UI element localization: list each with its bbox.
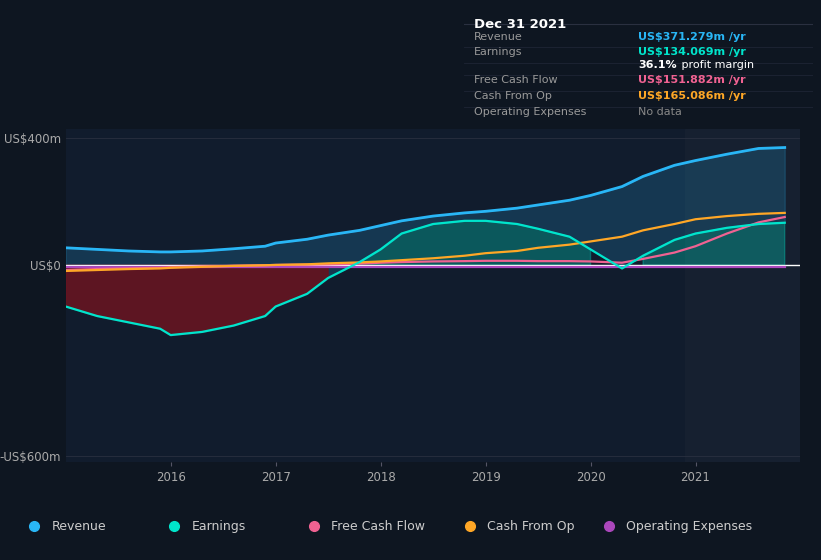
Bar	[685, 129, 800, 462]
Text: Earnings: Earnings	[191, 520, 245, 533]
Text: 36.1%: 36.1%	[639, 60, 677, 70]
Text: US$134.069m /yr: US$134.069m /yr	[639, 48, 746, 57]
Text: Revenue: Revenue	[52, 520, 107, 533]
Text: Operating Expenses: Operating Expenses	[475, 108, 587, 118]
Text: Operating Expenses: Operating Expenses	[626, 520, 753, 533]
Text: Revenue: Revenue	[475, 32, 523, 42]
Text: profit margin: profit margin	[678, 60, 754, 70]
Text: US$151.882m /yr: US$151.882m /yr	[639, 76, 746, 86]
Text: US$371.279m /yr: US$371.279m /yr	[639, 32, 746, 42]
Text: Cash From Op: Cash From Op	[487, 520, 575, 533]
Text: US$165.086m /yr: US$165.086m /yr	[639, 91, 746, 101]
Text: Free Cash Flow: Free Cash Flow	[475, 76, 558, 86]
Text: No data: No data	[639, 108, 682, 118]
Text: Cash From Op: Cash From Op	[475, 91, 553, 101]
Text: Free Cash Flow: Free Cash Flow	[331, 520, 424, 533]
Text: Earnings: Earnings	[475, 48, 523, 57]
Text: Dec 31 2021: Dec 31 2021	[475, 18, 566, 31]
